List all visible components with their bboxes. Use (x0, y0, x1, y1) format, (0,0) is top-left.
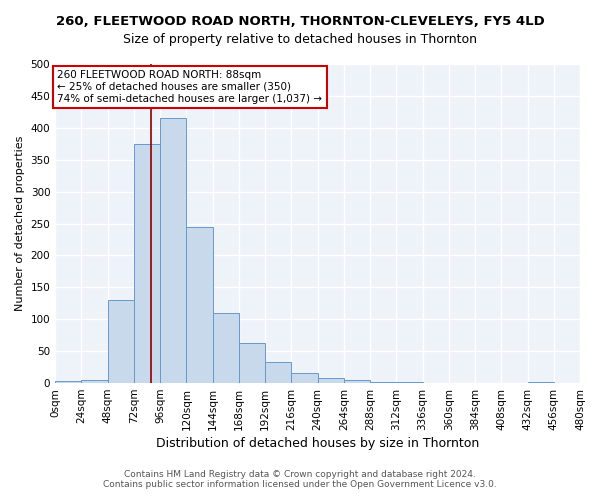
Bar (107, 300, 134, 383)
Bar (344, 380, 370, 383)
X-axis label: Distribution of detached houses by size in Thornton: Distribution of detached houses by size … (156, 437, 479, 450)
Bar (55, 380, 82, 383)
Bar (239, 343, 265, 383)
Bar (187, 226, 212, 383)
Bar (527, 382, 554, 383)
Text: Contains public sector information licensed under the Open Government Licence v3: Contains public sector information licen… (103, 480, 497, 489)
Text: Contains HM Land Registry data © Crown copyright and database right 2024.: Contains HM Land Registry data © Crown c… (124, 470, 476, 479)
Bar (317, 378, 344, 383)
Bar (370, 382, 397, 383)
Bar (292, 374, 317, 383)
Bar (160, 118, 187, 383)
Bar (134, 144, 160, 383)
Y-axis label: Number of detached properties: Number of detached properties (15, 136, 25, 311)
Text: Size of property relative to detached houses in Thornton: Size of property relative to detached ho… (123, 32, 477, 46)
Bar (212, 313, 239, 383)
Bar (265, 362, 292, 383)
Text: 260, FLEETWOOD ROAD NORTH, THORNTON-CLEVELEYS, FY5 4LD: 260, FLEETWOOD ROAD NORTH, THORNTON-CLEV… (56, 15, 544, 28)
Bar (397, 382, 422, 383)
Text: 260 FLEETWOOD ROAD NORTH: 88sqm
← 25% of detached houses are smaller (350)
74% o: 260 FLEETWOOD ROAD NORTH: 88sqm ← 25% of… (58, 70, 322, 104)
Bar (82, 380, 107, 383)
